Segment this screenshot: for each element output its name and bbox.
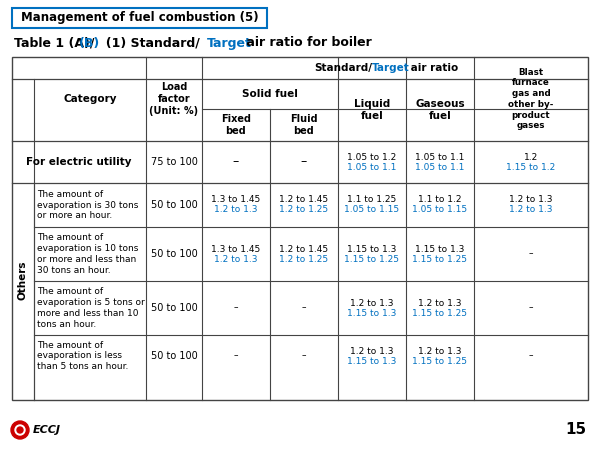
Text: –: – (529, 303, 533, 312)
Text: The amount of
evaporation is 30 tons
or more an hour.: The amount of evaporation is 30 tons or … (37, 190, 139, 220)
Text: –: – (234, 351, 238, 360)
Text: Fluid
bed: Fluid bed (290, 114, 318, 136)
Text: 1.2 to 1.3: 1.2 to 1.3 (350, 346, 394, 356)
Text: 1.15 to 1.3: 1.15 to 1.3 (347, 244, 397, 253)
Text: 1.1 to 1.2: 1.1 to 1.2 (418, 195, 462, 204)
Text: –: – (234, 303, 238, 312)
Text: 1.15 to 1.3: 1.15 to 1.3 (347, 356, 397, 365)
Text: air ratio: air ratio (407, 63, 458, 73)
Text: 1.1 to 1.25: 1.1 to 1.25 (347, 195, 397, 204)
Text: Management of fuel combustion (5): Management of fuel combustion (5) (20, 12, 259, 24)
Text: Liquid
fuel: Liquid fuel (354, 99, 390, 121)
Text: 50 to 100: 50 to 100 (151, 200, 197, 210)
Text: 1.05 to 1.15: 1.05 to 1.15 (412, 206, 467, 215)
Text: The amount of
evaporation is less
than 5 tons an hour.: The amount of evaporation is less than 5… (37, 341, 128, 371)
Text: 1.2 to 1.3: 1.2 to 1.3 (214, 206, 258, 215)
Text: Standard/: Standard/ (314, 63, 372, 73)
Text: 1.05 to 1.1: 1.05 to 1.1 (415, 153, 464, 162)
Text: 1.2 to 1.25: 1.2 to 1.25 (280, 206, 329, 215)
Text: 50 to 100: 50 to 100 (151, 303, 197, 313)
Text: 1.2 to 1.3: 1.2 to 1.3 (418, 298, 462, 307)
Text: Table 1 (A)/: Table 1 (A)/ (14, 36, 95, 50)
Text: 1.05 to 1.15: 1.05 to 1.15 (344, 206, 400, 215)
Circle shape (11, 421, 29, 439)
Text: –: – (529, 249, 533, 258)
Text: (1) Standard/: (1) Standard/ (97, 36, 200, 50)
Text: Solid fuel: Solid fuel (242, 89, 298, 99)
Text: 1.2 to 1.3: 1.2 to 1.3 (350, 298, 394, 307)
Text: 1.15 to 1.25: 1.15 to 1.25 (413, 255, 467, 264)
Text: 1.05 to 1.1: 1.05 to 1.1 (415, 162, 464, 171)
Circle shape (17, 427, 23, 433)
Text: air ratio for boiler: air ratio for boiler (242, 36, 372, 50)
Text: –: – (302, 351, 306, 360)
Text: 50 to 100: 50 to 100 (151, 351, 197, 361)
Bar (12, 57, 588, 400)
Text: –: – (301, 156, 307, 168)
Text: 1.3 to 1.45: 1.3 to 1.45 (211, 195, 260, 204)
Bar (12, 8, 267, 28)
Text: (B): (B) (79, 36, 100, 50)
Text: 1.2: 1.2 (524, 153, 538, 162)
Text: 1.15 to 1.25: 1.15 to 1.25 (413, 309, 467, 318)
Text: 1.2 to 1.3: 1.2 to 1.3 (509, 195, 553, 204)
Text: 1.2 to 1.3: 1.2 to 1.3 (509, 206, 553, 215)
Text: 1.15 to 1.3: 1.15 to 1.3 (415, 244, 464, 253)
Text: –: – (233, 156, 239, 168)
Text: 1.2 to 1.45: 1.2 to 1.45 (280, 244, 329, 253)
Text: Others: Others (18, 260, 28, 300)
Text: Category: Category (63, 94, 117, 104)
Text: Load
factor
(Unit: %): Load factor (Unit: %) (149, 81, 199, 117)
Text: 1.05 to 1.2: 1.05 to 1.2 (347, 153, 397, 162)
Text: 1.15 to 1.25: 1.15 to 1.25 (344, 255, 400, 264)
Text: The amount of
evaporation is 10 tons
or more and less than
30 tons an hour.: The amount of evaporation is 10 tons or … (37, 234, 139, 274)
Text: 15: 15 (565, 423, 586, 437)
Circle shape (15, 425, 25, 435)
Text: 1.05 to 1.1: 1.05 to 1.1 (347, 162, 397, 171)
Text: For electric utility: For electric utility (26, 157, 132, 167)
Text: Fixed
bed: Fixed bed (221, 114, 251, 136)
Text: 1.3 to 1.45: 1.3 to 1.45 (211, 244, 260, 253)
Text: 50 to 100: 50 to 100 (151, 249, 197, 259)
Text: ECCJ: ECCJ (33, 425, 61, 435)
Text: 1.2 to 1.3: 1.2 to 1.3 (214, 255, 258, 264)
Text: 1.15 to 1.3: 1.15 to 1.3 (347, 309, 397, 318)
Text: 75 to 100: 75 to 100 (151, 157, 197, 167)
Text: Target: Target (372, 63, 410, 73)
Text: –: – (529, 351, 533, 360)
Text: Gaseous
fuel: Gaseous fuel (415, 99, 465, 121)
Text: –: – (302, 303, 306, 312)
Text: 1.2 to 1.45: 1.2 to 1.45 (280, 195, 329, 204)
Text: 1.2 to 1.25: 1.2 to 1.25 (280, 255, 329, 264)
Text: Target: Target (207, 36, 252, 50)
Text: The amount of
evaporation is 5 tons or
more and less than 10
tons an hour.: The amount of evaporation is 5 tons or m… (37, 288, 145, 328)
Text: Blast
furnace
gas and
other by-
product
gases: Blast furnace gas and other by- product … (508, 68, 554, 130)
Text: 1.2 to 1.3: 1.2 to 1.3 (418, 346, 462, 356)
Text: 1.15 to 1.25: 1.15 to 1.25 (413, 356, 467, 365)
Text: 1.15 to 1.2: 1.15 to 1.2 (506, 162, 556, 171)
